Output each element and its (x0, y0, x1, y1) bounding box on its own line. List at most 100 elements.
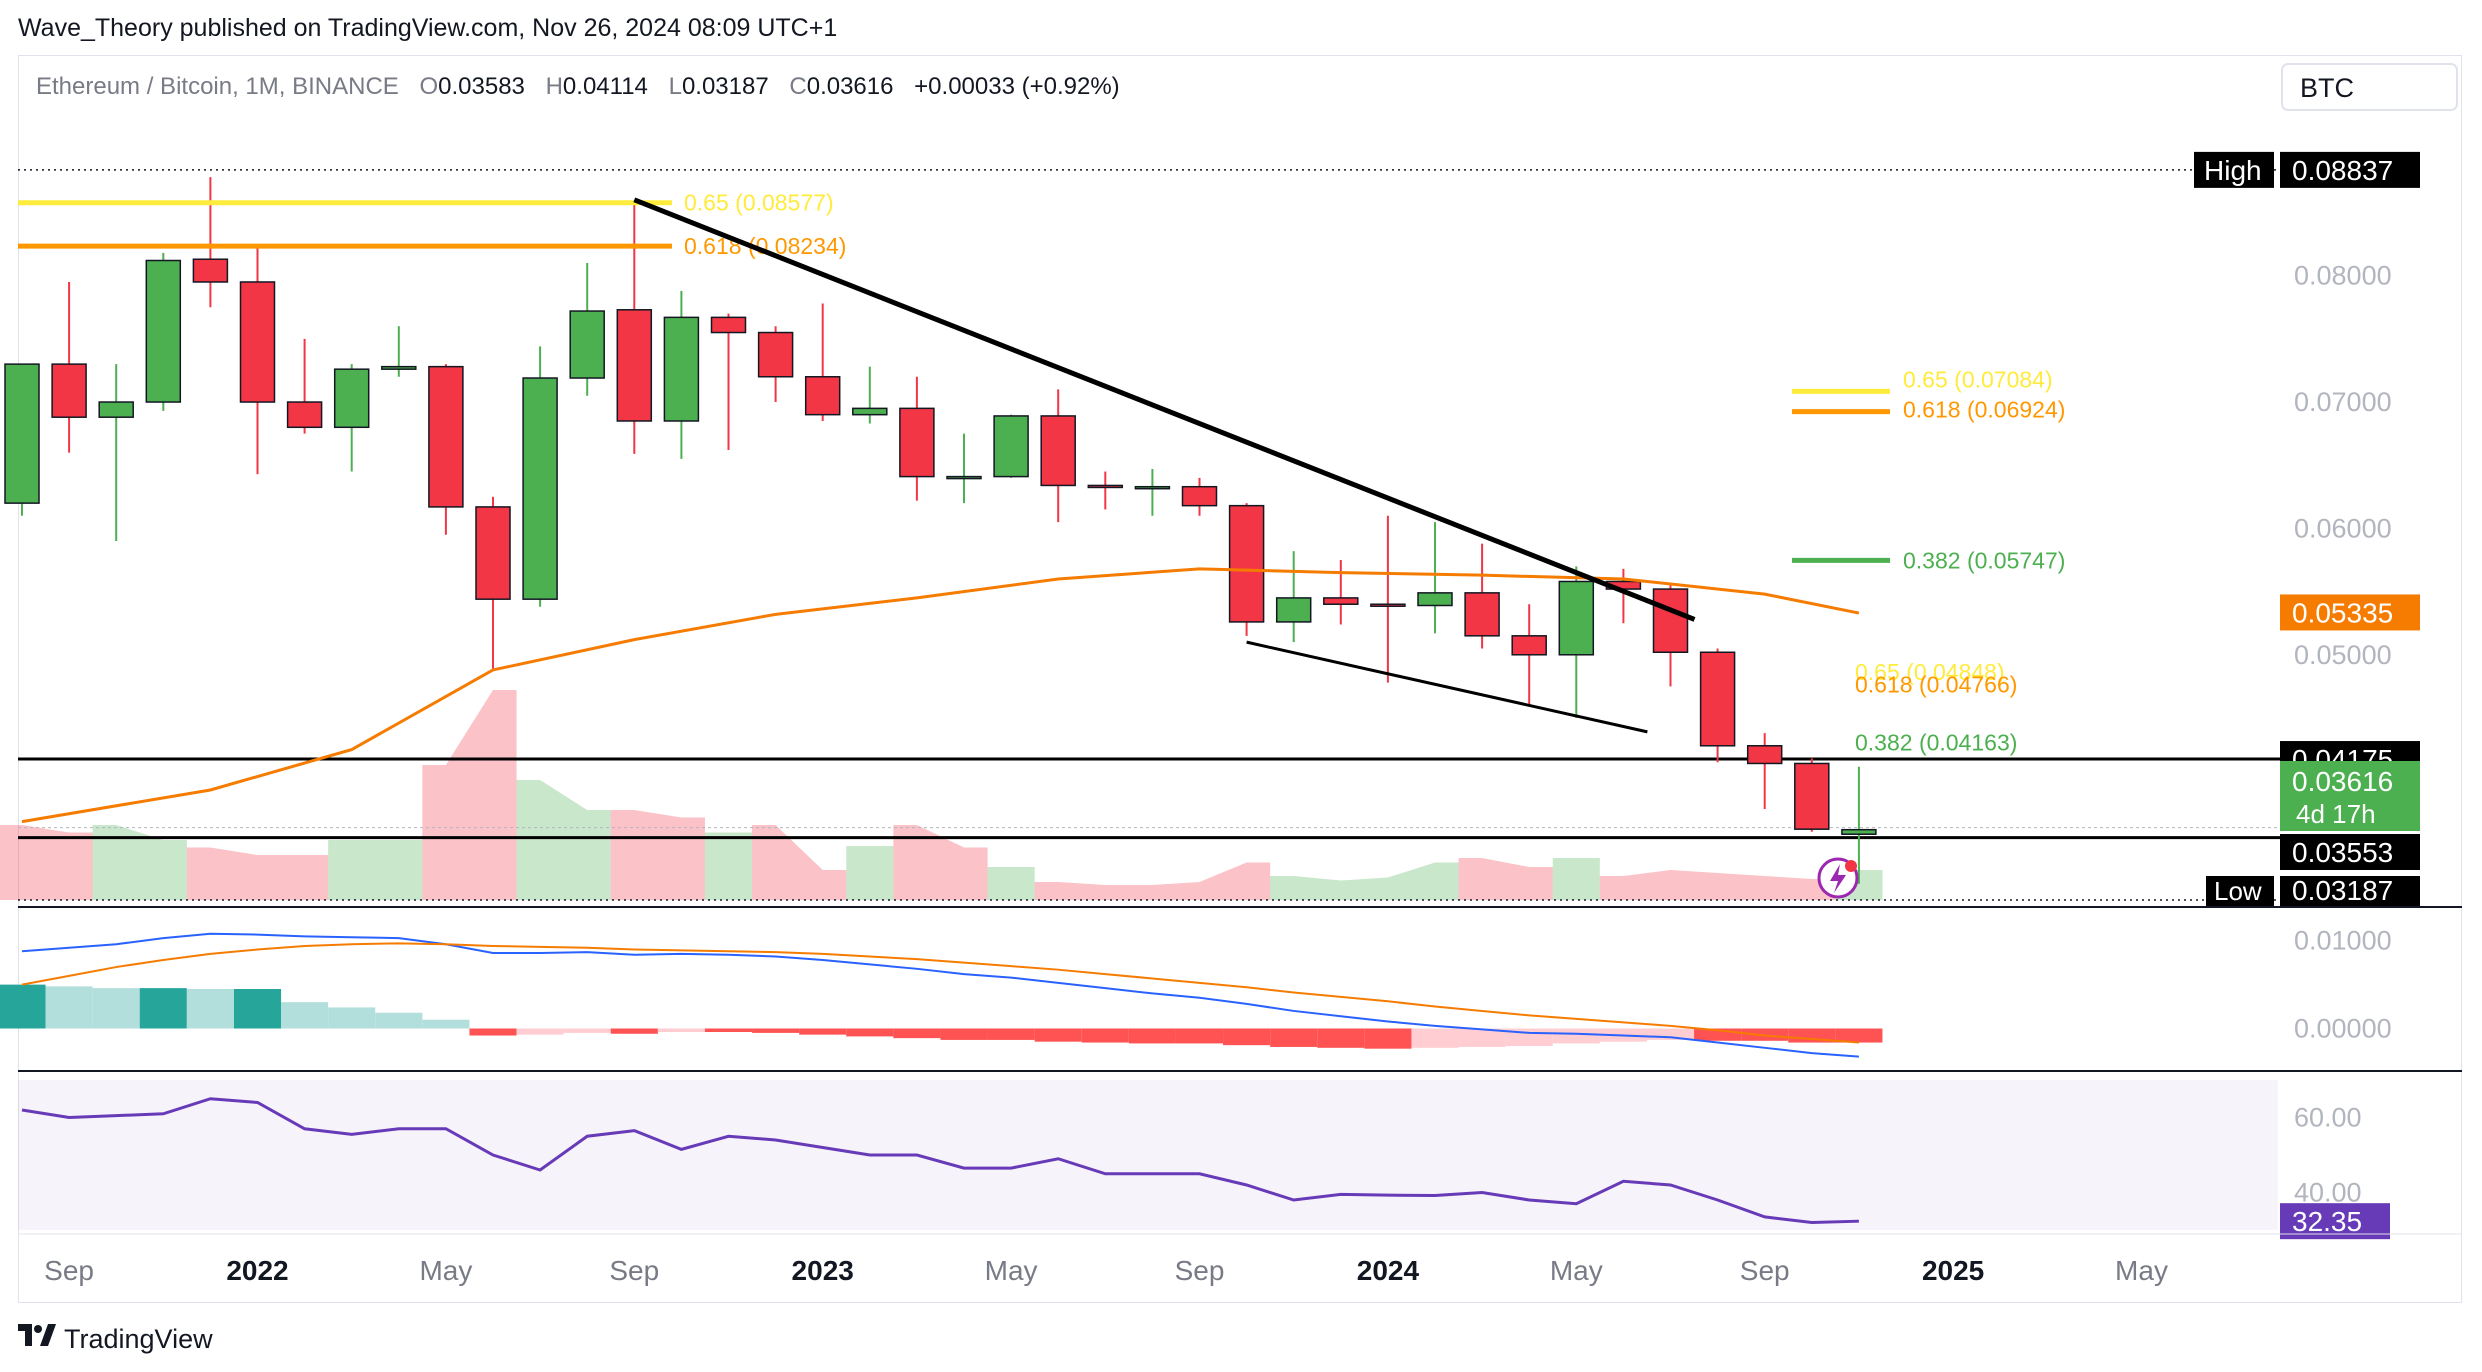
legend-open: 0.03583 (438, 73, 525, 100)
candle-body-2023-01 (804, 376, 841, 416)
low-label: Low (2214, 876, 2262, 906)
candle-body-2024-02 (1417, 592, 1453, 607)
time-tick-label: Sep (609, 1255, 659, 1286)
volume-up-area-1 (328, 840, 423, 900)
macd-histogram-bar (1081, 1028, 1129, 1043)
macd-histogram-bar (799, 1028, 847, 1035)
candle-body-2024-04 (1511, 635, 1547, 656)
overlay-layer: 0.65 (0.08577) 0.618 (0.08234) 0.65 (0.070… (18, 190, 2065, 824)
volume-down-area-6 (1034, 862, 1271, 900)
ethbtc-chart[interactable]: Ethereum / Bitcoin, 1M, BINANCE O0.03583… (0, 0, 2482, 1310)
time-tick-label: 2023 (792, 1255, 854, 1286)
candle-body-2022-01 (239, 281, 276, 403)
moving-average-line (21, 567, 1860, 824)
rsi-tick-label: 40.00 (2294, 1178, 2362, 1208)
fib-mid-0382-label: 0.382 (0.05747) (1903, 547, 2065, 573)
legend-close: 0.03616 (807, 73, 894, 100)
macd-histogram-bar (846, 1028, 894, 1037)
candle-body-2023-03 (899, 407, 935, 478)
volume-up-area-3 (704, 832, 753, 900)
candle-body-2021-12 (192, 258, 229, 283)
candle-body-2022-05 (428, 365, 464, 508)
macd-histogram-bar (893, 1028, 941, 1039)
candle-body-2024-09 (1746, 745, 1783, 765)
time-tick-label: May (985, 1255, 1038, 1286)
support-value-tag-bg (2280, 834, 2420, 870)
support-value-tag: 0.03553 (2292, 837, 2393, 868)
fib-lower-065-label: 0.65 (0.04848) (1855, 659, 2005, 685)
macd-histogram-bar (469, 1028, 517, 1036)
macd-histogram-bar (1835, 1028, 1883, 1043)
macd-signal-line (21, 942, 1859, 1044)
time-tick-label: May (2115, 1255, 2168, 1286)
axis-layer: 0.080000.070000.060000.050000.040000.088… (18, 151, 2462, 1286)
volume-up-area-4 (846, 846, 894, 900)
high-value-tag: 0.08837 (2292, 155, 2393, 186)
candle-body-2023-09 (1181, 485, 1218, 507)
volume-down-area-3 (610, 810, 705, 900)
candle-body-2024-05 (1558, 580, 1595, 656)
macd-histogram-bar (0, 984, 46, 1029)
fib-mid-065-label: 0.65 (0.07084) (1903, 366, 2053, 392)
candle-body-2023-11 (1275, 597, 1312, 623)
candle-body-2024-03 (1464, 592, 1500, 637)
time-tick-label: Sep (44, 1255, 94, 1286)
legend-high: 0.04114 (563, 73, 648, 100)
rsi-line (21, 1097, 1859, 1225)
candle-body-2023-05 (993, 415, 1029, 478)
time-tick-label: Sep (1175, 1255, 1225, 1286)
time-tick-label: 2024 (1357, 1255, 1420, 1286)
macd-histogram-bar (1411, 1028, 1459, 1048)
volume-down-area-1 (186, 847, 329, 900)
candles-layer (4, 177, 1877, 884)
candle-body-2023-02 (852, 407, 888, 416)
macd-histogram-bar (1458, 1028, 1506, 1047)
time-tick-label: May (1550, 1255, 1603, 1286)
candle-body-2024-08 (1699, 651, 1736, 747)
publisher-header: Wave_Theory published on TradingView.com… (18, 14, 838, 42)
macd-histogram-bar (610, 1028, 658, 1034)
legend-change: +0.00033 (+0.92%) (914, 73, 1120, 100)
candle-body-2023-06 (1040, 415, 1076, 487)
legend-low-label: L (669, 73, 682, 100)
candle-body-2022-11 (710, 316, 747, 334)
legend-symbol: Ethereum / Bitcoin, 1M, BINANCE (36, 73, 399, 100)
macd-tick-label: 0.00000 (2294, 1014, 2392, 1044)
price-lines-layer (18, 169, 2300, 901)
candle-body-2022-06 (475, 506, 511, 600)
macd-histogram-bar (1364, 1028, 1412, 1049)
macd-histogram-bar (1317, 1028, 1365, 1048)
high-label: High (2204, 155, 2262, 186)
volume-down-area-7 (1458, 858, 1553, 900)
candle-body-2024-10 (1794, 762, 1830, 830)
macd-histogram-bar (92, 988, 140, 1029)
volume-down-area-2 (422, 690, 517, 900)
macd-histogram-bar (987, 1028, 1035, 1040)
candle-body-2021-09 (51, 363, 87, 418)
candle-body-2023-07 (1087, 484, 1124, 489)
legend-open-label: O (419, 73, 438, 100)
macd-histogram-bar (1646, 1028, 1695, 1040)
fib-lower-0618-label: 0.618 (0.04766) (1855, 671, 2017, 697)
candle-body-2023-12 (1323, 597, 1359, 605)
fib-mid-0618-label: 0.618 (0.06924) (1903, 397, 2065, 423)
candle-body-2021-08 (4, 363, 40, 504)
rsi-value-tag: 32.35 (2292, 1206, 2362, 1237)
fib-upper-0618-label: 0.618 (0.08234) (684, 233, 846, 259)
support-trendline (1246, 640, 1648, 734)
last-price-tag-bg (2280, 761, 2420, 831)
volume-up-area-7 (1552, 858, 1600, 900)
volume-up-area-2 (516, 780, 611, 900)
lightning-alert-icon[interactable] (1817, 857, 1859, 899)
volume-up-area-5 (987, 867, 1035, 900)
currency-button[interactable] (2281, 63, 2458, 111)
candle-body-2023-08 (1134, 485, 1171, 490)
candle-body-2022-02 (286, 401, 323, 429)
candle-body-2022-07 (522, 377, 558, 600)
price-tick-label: 0.05000 (2294, 640, 2392, 670)
price-tick-label: 0.08000 (2294, 261, 2392, 291)
time-tick-label: Sep (1740, 1255, 1790, 1286)
volume-down-area-4 (752, 825, 847, 900)
candle-body-2022-12 (757, 331, 794, 378)
